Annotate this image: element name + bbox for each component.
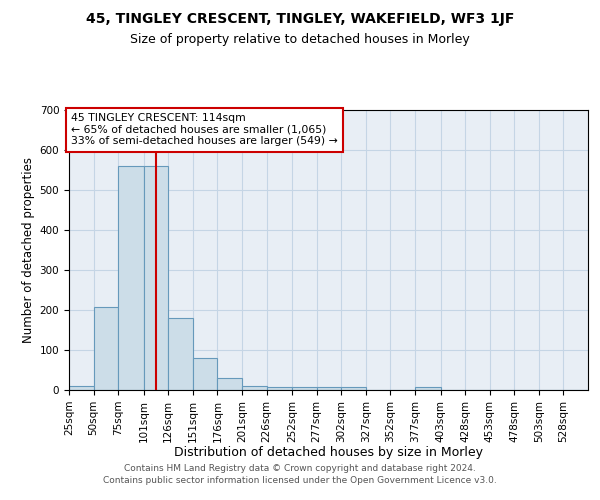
X-axis label: Distribution of detached houses by size in Morley: Distribution of detached houses by size … (174, 446, 483, 459)
Bar (168, 318, 193, 390)
Text: 45, TINGLEY CRESCENT, TINGLEY, WAKEFIELD, WF3 1JF: 45, TINGLEY CRESCENT, TINGLEY, WAKEFIELD… (86, 12, 514, 26)
Bar (69, 386, 94, 390)
Text: 45 TINGLEY CRESCENT: 114sqm
← 65% of detached houses are smaller (1,065)
33% of : 45 TINGLEY CRESCENT: 114sqm ← 65% of det… (71, 113, 338, 146)
Bar (317, 387, 341, 390)
Y-axis label: Number of detached properties: Number of detached properties (22, 157, 35, 343)
Bar (266, 387, 292, 390)
Bar (242, 386, 266, 390)
Text: Contains HM Land Registry data © Crown copyright and database right 2024.: Contains HM Land Registry data © Crown c… (124, 464, 476, 473)
Bar (94, 307, 118, 390)
Bar (193, 358, 217, 390)
Bar (415, 387, 440, 390)
Bar (341, 387, 366, 390)
Bar (144, 166, 168, 390)
Bar (292, 387, 317, 390)
Bar (118, 166, 144, 390)
Text: Contains public sector information licensed under the Open Government Licence v3: Contains public sector information licen… (103, 476, 497, 485)
Bar (217, 378, 242, 390)
Text: Size of property relative to detached houses in Morley: Size of property relative to detached ho… (130, 32, 470, 46)
